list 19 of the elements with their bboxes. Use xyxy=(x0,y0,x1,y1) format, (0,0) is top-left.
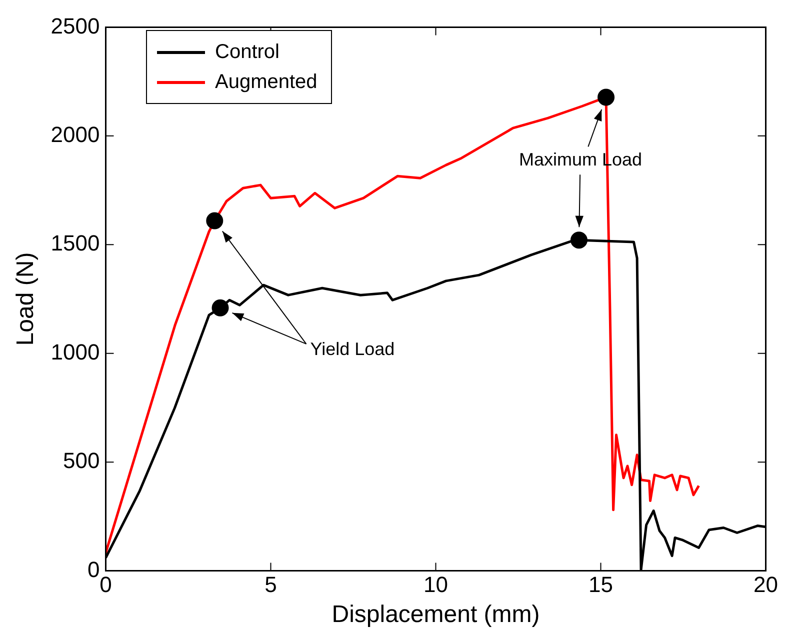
point xyxy=(570,232,588,249)
x-tick-label: 20 xyxy=(754,572,778,598)
x-tick-label: 15 xyxy=(588,572,613,598)
point xyxy=(212,299,229,316)
x-tick-label: 10 xyxy=(424,572,448,598)
legend-label: Augmented xyxy=(215,70,318,94)
x-axis-title: Displacement (mm) xyxy=(332,601,540,628)
x-tick-label: 5 xyxy=(264,572,277,598)
y-tick-label: 2500 xyxy=(50,13,100,38)
point xyxy=(598,88,615,106)
y-tick-label: 2000 xyxy=(50,122,100,147)
annotation: Yield Load xyxy=(310,338,395,359)
y-tick-label: 1000 xyxy=(50,339,100,364)
y-tick-label: 500 xyxy=(63,448,100,474)
legend-label: Control xyxy=(215,40,280,64)
y-tick-label: 0 xyxy=(87,556,100,582)
point xyxy=(206,212,224,230)
y-tick-label: 1500 xyxy=(50,230,100,256)
y-axis-title: Load (N) xyxy=(12,252,40,346)
